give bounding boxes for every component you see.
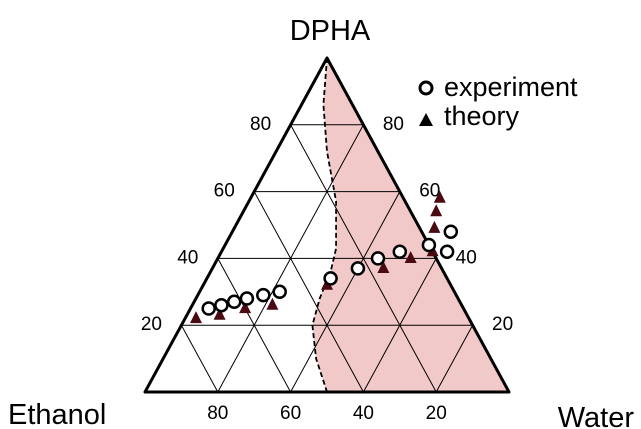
grid-line-ethanol-80 bbox=[180, 324, 219, 393]
vertex-label-top: DPHA bbox=[290, 15, 371, 47]
grid-line-ethanol-60 bbox=[217, 258, 292, 393]
tick-label-bottom-80: 80 bbox=[207, 403, 228, 424]
tick-label-left-40: 40 bbox=[177, 247, 198, 268]
triangle-outline bbox=[143, 56, 511, 394]
theory-point-1 bbox=[213, 307, 226, 320]
tick-label-bottom-20: 20 bbox=[426, 403, 447, 424]
grid-line-water-40 bbox=[290, 191, 401, 393]
experiment-point-2 bbox=[226, 294, 242, 310]
tick-labels: 20 40 60 80 20 40 60 80 80 60 40 20 bbox=[141, 114, 513, 424]
vertex-label-left: Ethanol bbox=[8, 399, 106, 429]
tick-label-right-20: 20 bbox=[492, 314, 513, 335]
experiment-point-3 bbox=[239, 291, 255, 306]
tick-label-right-80: 80 bbox=[383, 114, 404, 135]
triangle-frame bbox=[143, 56, 511, 394]
experiment-point-8 bbox=[370, 251, 386, 266]
experiment-point-10 bbox=[421, 237, 437, 253]
experiment-point-5 bbox=[272, 284, 287, 300]
tick-label-bottom-60: 60 bbox=[280, 403, 301, 424]
binodal-curve bbox=[311, 57, 338, 393]
grid-line-ethanol-40 bbox=[253, 191, 364, 393]
theory-point-10 bbox=[433, 190, 446, 203]
grid-line-water-60 bbox=[362, 258, 437, 393]
theory-point-0 bbox=[190, 311, 202, 324]
grid-line-water-80 bbox=[435, 324, 474, 393]
tick-label-left-60: 60 bbox=[214, 181, 235, 202]
experiment-point-7 bbox=[350, 261, 366, 276]
tick-label-left-20: 20 bbox=[141, 314, 162, 335]
experiment-point-9 bbox=[392, 244, 408, 259]
legend-experiment-label: experiment bbox=[444, 72, 578, 102]
experiment-point-12 bbox=[443, 224, 459, 239]
legend-theory-marker bbox=[419, 113, 433, 126]
experiment-point-1 bbox=[214, 297, 229, 313]
theory-point-9 bbox=[430, 204, 443, 217]
legend: experiment theory bbox=[418, 72, 578, 131]
tick-label-right-60: 60 bbox=[419, 181, 440, 202]
legend-theory-label: theory bbox=[444, 101, 520, 131]
binodal-curve-line bbox=[311, 57, 338, 393]
two-phase-region-fill bbox=[312, 58, 509, 392]
experiment-point-4 bbox=[256, 287, 271, 303]
experiment-point-6 bbox=[323, 271, 338, 286]
two-phase-region bbox=[312, 58, 509, 392]
theory-point-2 bbox=[239, 301, 252, 314]
tick-label-bottom-40: 40 bbox=[353, 403, 374, 424]
theory-point-5 bbox=[377, 261, 390, 273]
vertex-label-right: Water bbox=[558, 402, 635, 429]
experiment-point-0 bbox=[201, 301, 216, 316]
tick-label-left-80: 80 bbox=[250, 114, 271, 135]
theory-point-8 bbox=[428, 220, 441, 233]
legend-experiment-marker bbox=[418, 80, 434, 96]
tick-label-right-40: 40 bbox=[456, 247, 477, 268]
experiment-point-11 bbox=[439, 244, 455, 259]
theory-point-6 bbox=[404, 251, 417, 263]
theory-point-3 bbox=[266, 297, 279, 310]
data-markers bbox=[190, 190, 459, 324]
